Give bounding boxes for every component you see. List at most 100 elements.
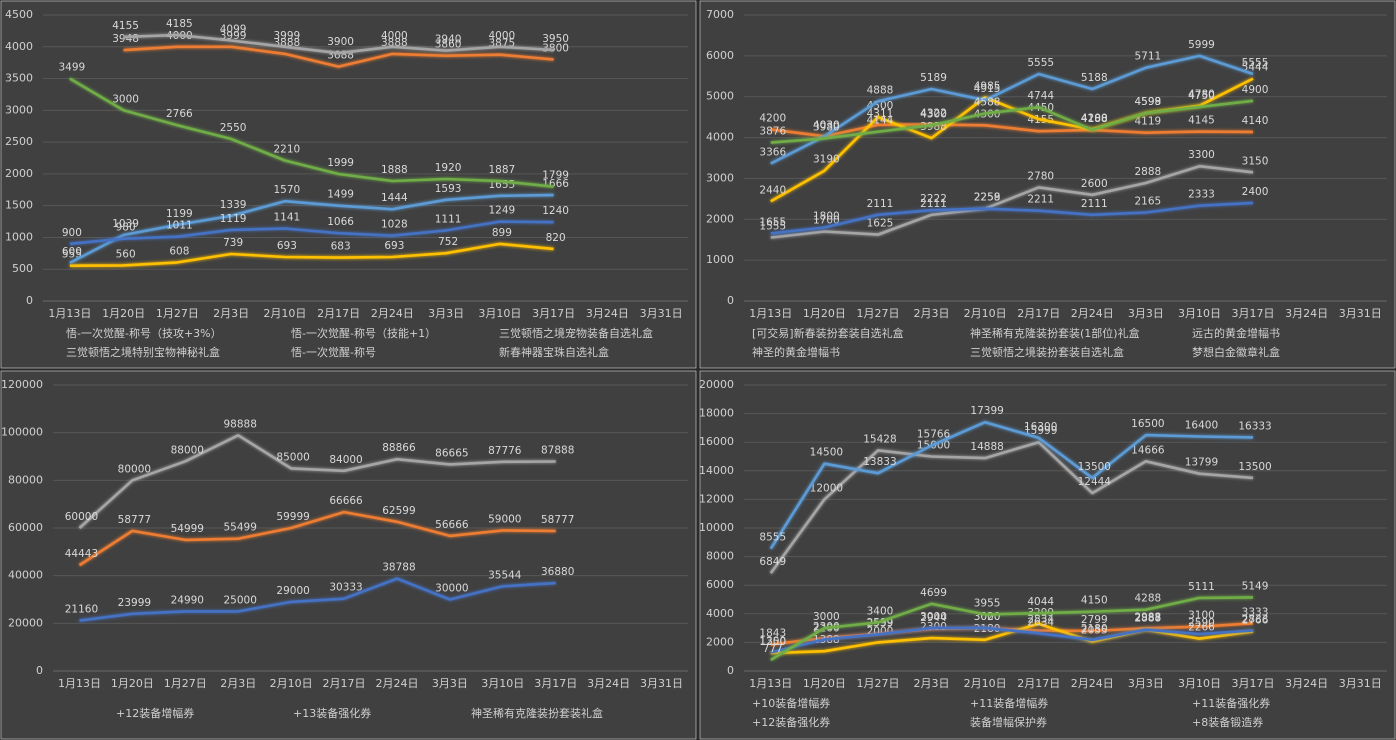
data-label: 12000 <box>810 482 843 494</box>
data-label: 85000 <box>276 451 309 463</box>
data-label: 16300 <box>1024 421 1057 433</box>
data-label: 88866 <box>382 442 416 454</box>
data-label: 38788 <box>382 562 415 574</box>
x-tick-label: 2月24日 <box>1071 677 1114 690</box>
legend-label: 三觉顿悟之境特别宝物神秘礼盒 <box>66 345 220 359</box>
data-label: 1920 <box>435 162 462 174</box>
x-tick-label: 3月24日 <box>587 677 630 690</box>
data-label: 3980 <box>813 121 840 133</box>
series-line <box>69 242 554 267</box>
legend-label: 梦想白金徽章礼盒 <box>1192 345 1280 359</box>
data-label: 600 <box>62 246 82 258</box>
series-line <box>769 440 1254 574</box>
y-tick-label: 3000 <box>5 103 33 116</box>
data-label: 4145 <box>1188 115 1215 127</box>
data-label: 1300 <box>759 635 786 647</box>
y-tick-label: 1000 <box>706 253 734 266</box>
data-label: 1444 <box>381 192 408 204</box>
data-label: 4030 <box>813 119 840 131</box>
data-label: 739 <box>223 237 243 249</box>
data-label: 8555 <box>759 532 786 544</box>
y-tick-label: 60000 <box>8 521 43 534</box>
data-label: 14888 <box>970 441 1003 453</box>
y-tick-label: 2500 <box>5 135 33 148</box>
data-label: 2266 <box>1188 622 1215 634</box>
data-label: 24990 <box>171 594 204 606</box>
y-tick-label: 10000 <box>699 521 734 534</box>
panel-background <box>699 370 1396 740</box>
data-label: 1655 <box>759 216 786 228</box>
x-tick-label: 3月31日 <box>1339 677 1382 690</box>
data-label: 2834 <box>1027 613 1054 625</box>
data-label: 4099 <box>220 23 247 35</box>
data-label: 1119 <box>220 213 247 225</box>
y-tick-label: 2000 <box>5 167 33 180</box>
x-tick-label: 2月3日 <box>914 307 950 320</box>
data-label: 3950 <box>542 33 569 45</box>
y-tick-label: 1500 <box>5 199 33 212</box>
y-tick-label: 0 <box>36 664 43 677</box>
data-label: 2055 <box>1081 625 1108 637</box>
data-label: 87776 <box>488 445 522 457</box>
x-tick-label: 2月17日 <box>1017 677 1060 690</box>
data-label: 4288 <box>1135 593 1162 605</box>
data-label: 900 <box>62 227 82 239</box>
data-label: 752 <box>438 236 458 248</box>
data-label: 36880 <box>541 566 574 578</box>
data-label: 2833 <box>1242 613 1269 625</box>
legend-label: +8装备锻造券 <box>1192 715 1263 729</box>
data-label: 4744 <box>1027 90 1054 102</box>
x-tick-label: 2月24日 <box>1071 307 1114 320</box>
data-label: 2766 <box>166 108 193 120</box>
x-tick-label: 1月20日 <box>803 677 846 690</box>
data-label: 2111 <box>920 198 947 210</box>
data-label: 60000 <box>65 511 98 523</box>
data-label: 1011 <box>166 220 193 232</box>
data-label: 4000 <box>381 30 408 42</box>
data-label: 4000 <box>489 30 516 42</box>
data-label: 25000 <box>224 594 257 606</box>
data-label: 4588 <box>974 97 1001 109</box>
series-line <box>69 220 554 246</box>
data-label: 2887 <box>1135 613 1162 625</box>
data-label: 80000 <box>118 463 151 475</box>
data-label: 2988 <box>1135 611 1162 623</box>
data-label: 1141 <box>274 211 301 223</box>
chart-panel: 0 2000 4000 6000 8000 10000 12000 14000 16000 180… <box>699 370 1396 740</box>
data-label: 2590 <box>1188 617 1215 629</box>
legend-label: 悟-一次觉醒-称号（技能+1） <box>291 326 436 340</box>
data-label: 820 <box>546 232 566 244</box>
data-label: 560 <box>116 248 136 260</box>
x-tick-label: 1月27日 <box>856 307 899 320</box>
x-tick-label: 2月10日 <box>964 307 1007 320</box>
data-label: 5188 <box>1081 72 1108 84</box>
x-tick-label: 1月13日 <box>48 307 91 320</box>
x-tick-label: 3月17日 <box>1232 677 1275 690</box>
x-tick-label: 2月10日 <box>270 677 313 690</box>
data-label: 3876 <box>759 126 786 138</box>
data-label: 4185 <box>166 18 193 30</box>
y-tick-label: 80000 <box>8 473 43 486</box>
series-line <box>770 201 1254 235</box>
data-label: 3860 <box>435 39 462 51</box>
legend-label: 神圣稀有克隆装扮套装(1部位)礼盒 <box>970 326 1140 340</box>
data-label: 4699 <box>920 587 947 599</box>
data-label: 2258 <box>974 192 1001 204</box>
x-tick-label: 3月24日 <box>1285 307 1328 320</box>
data-label: 4300 <box>920 108 947 120</box>
data-label: 2766 <box>1242 614 1269 626</box>
data-label: 14500 <box>810 447 843 459</box>
data-label: 1555 <box>759 220 786 232</box>
data-label: 35544 <box>488 569 522 581</box>
legend-label: 三觉顿悟之境宠物装备自选礼盒 <box>499 326 653 340</box>
data-label: 58777 <box>541 514 574 526</box>
legend-label: +12装备增幅券 <box>116 706 194 720</box>
y-tick-label: 18000 <box>699 407 734 420</box>
series-line <box>770 99 1254 144</box>
data-label: 4985 <box>974 80 1001 92</box>
data-label: 30000 <box>435 583 468 595</box>
data-label: 15428 <box>863 433 896 445</box>
x-tick-label: 3月24日 <box>1285 677 1328 690</box>
y-tick-label: 100000 <box>1 426 43 439</box>
